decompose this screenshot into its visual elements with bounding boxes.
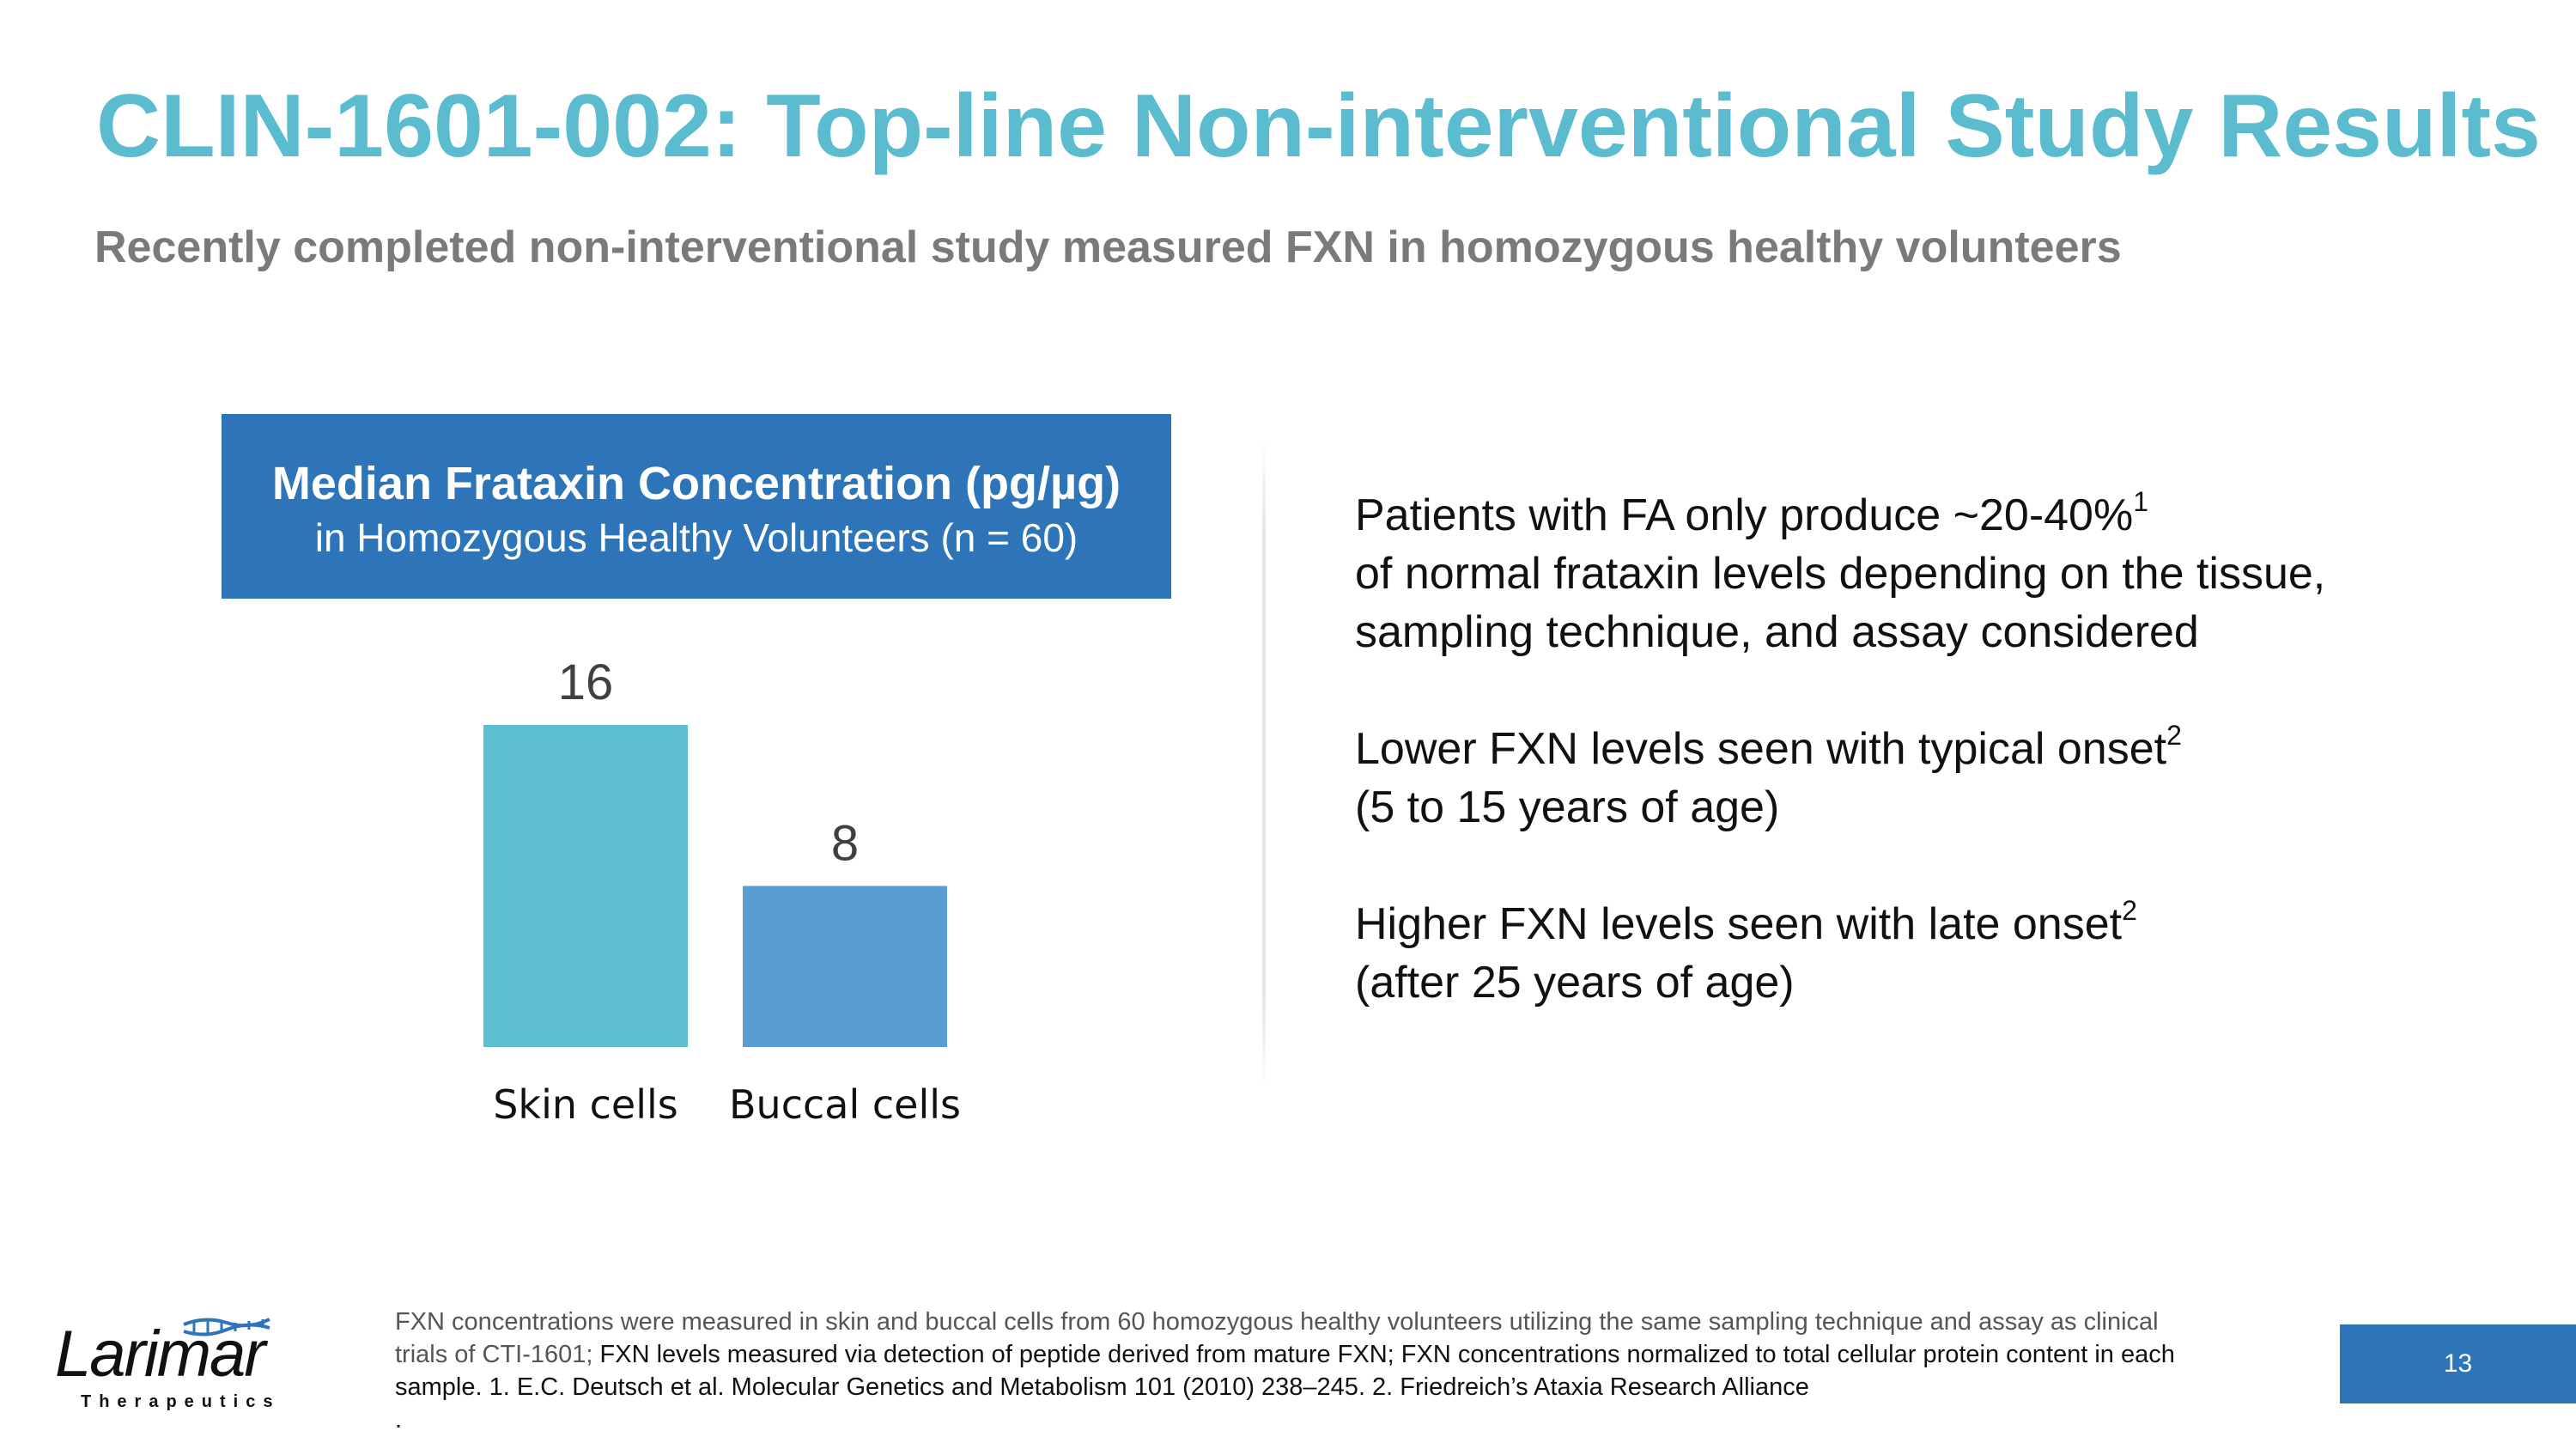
footnote: FXN concentrations were measured in skin… <box>395 1308 2175 1434</box>
finding-item: Higher FXN levels seen with late onset2 … <box>1355 895 2137 1008</box>
bar-buccal-cells <box>743 886 947 1047</box>
page-number: 13 <box>2340 1324 2576 1403</box>
category-label: Buccal cells <box>729 1081 961 1128</box>
helix-icon <box>183 1318 270 1336</box>
chart-subtitle: in Homozygous Healthy Volunteers (n = 60… <box>314 515 1078 560</box>
vertical-divider <box>1262 440 1266 1088</box>
logo-tagline: Therapeutics <box>81 1392 280 1411</box>
page-title: CLIN-1601-002: Top-line Non-intervention… <box>96 76 2541 176</box>
chart-header-box: Median Frataxin Concentration (pg/µg) in… <box>222 414 1171 599</box>
bar-skin-cells <box>483 725 688 1047</box>
category-label: Skin cells <box>493 1081 678 1128</box>
finding-item: Lower FXN levels seen with typical onset… <box>1355 720 2182 832</box>
chart-marks: 16 Skin cells 8 Buccal cells <box>483 654 961 1128</box>
findings-list: Patients with FA only produce ~20-40%1 o… <box>1355 486 2342 1070</box>
larimar-logo: Larimar Therapeutics <box>55 1318 280 1411</box>
logo-wordmark: Larimar <box>55 1318 268 1391</box>
data-label: 16 <box>558 654 614 710</box>
page-subtitle: Recently completed non-interventional st… <box>94 222 2122 272</box>
data-label: 8 <box>831 816 859 872</box>
finding-item: Patients with FA only produce ~20-40%1 o… <box>1355 486 2326 657</box>
chart-title: Median Frataxin Concentration (pg/µg) <box>271 458 1121 509</box>
